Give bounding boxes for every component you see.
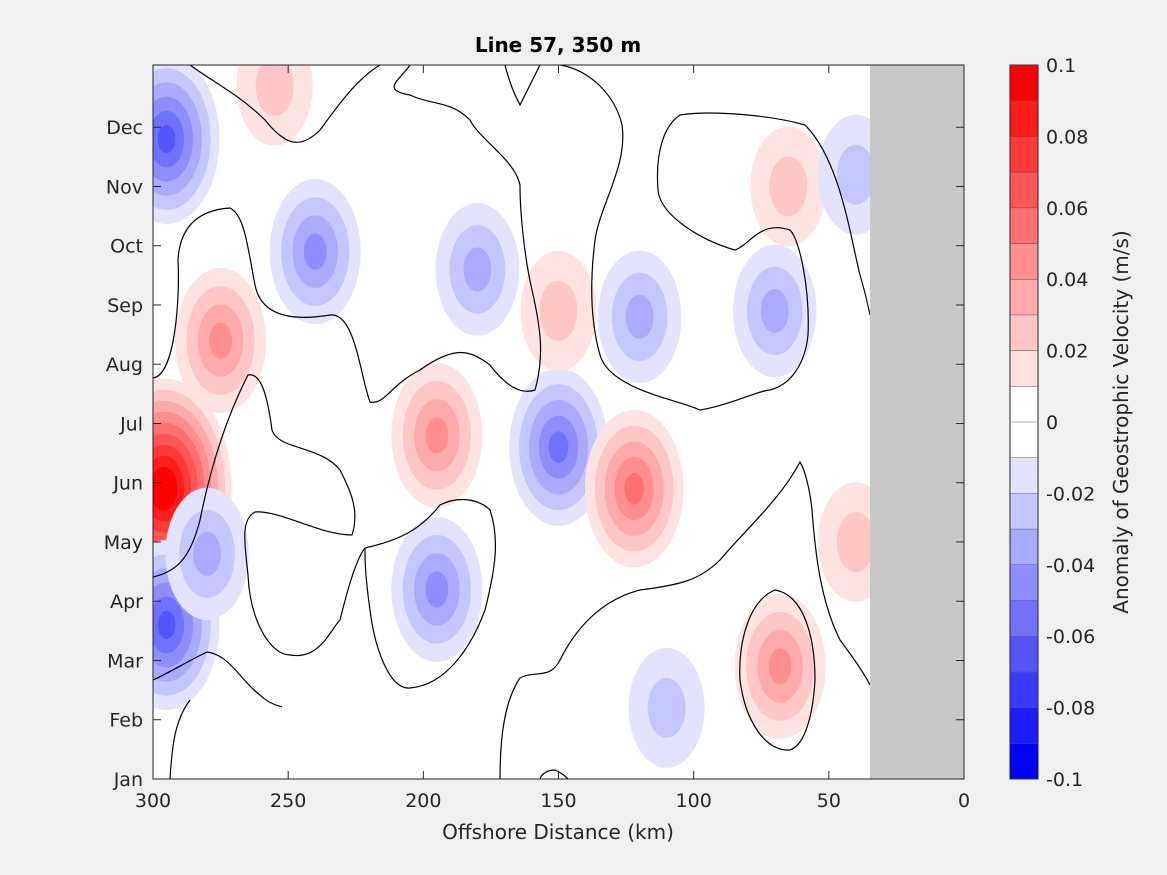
y-tick-label: Dec bbox=[106, 117, 143, 139]
y-tick-label: May bbox=[104, 532, 143, 554]
colorbar-segment bbox=[1010, 707, 1038, 744]
colorbar-segment bbox=[1010, 493, 1038, 530]
y-tick-label: Mar bbox=[107, 650, 143, 672]
zero-contour bbox=[559, 65, 870, 411]
zero-contour bbox=[153, 374, 497, 689]
x-tick-label: 250 bbox=[270, 790, 306, 812]
zero-contour bbox=[169, 699, 191, 779]
zero-contours bbox=[153, 65, 870, 779]
contour-fill bbox=[769, 156, 808, 217]
colorbar-tick-label: 0.06 bbox=[1046, 198, 1088, 220]
x-tick-label: 200 bbox=[405, 790, 441, 812]
colorbar-segment bbox=[1010, 564, 1038, 601]
colorbar-segment bbox=[1010, 243, 1038, 280]
y-tick-label: Jan bbox=[113, 769, 143, 791]
colorbar-tick-label: -0.08 bbox=[1046, 698, 1095, 720]
colorbar-tick-label: 0.02 bbox=[1046, 341, 1088, 363]
colorbar-segment bbox=[1010, 457, 1038, 494]
y-tick-label: Jul bbox=[119, 413, 143, 435]
colorbar-segment bbox=[1010, 600, 1038, 637]
zero-contour bbox=[499, 460, 870, 779]
colorbar-segment bbox=[1010, 422, 1038, 459]
colorbar-segment bbox=[1010, 529, 1038, 566]
zero-contour bbox=[153, 651, 283, 708]
contour-fill bbox=[625, 294, 654, 339]
colorbar-segment bbox=[1010, 743, 1038, 780]
colorbar-segment bbox=[1010, 136, 1038, 173]
y-tick-label: Nov bbox=[106, 176, 143, 198]
x-axis-label: Offshore Distance (km) bbox=[442, 820, 674, 844]
contour-fill bbox=[157, 124, 176, 154]
x-tick-label: 300 bbox=[135, 790, 171, 812]
zero-contour bbox=[153, 65, 542, 403]
x-tick-label: 100 bbox=[676, 790, 712, 812]
contour-fill bbox=[539, 280, 578, 341]
colorbar-tick-label: 0 bbox=[1046, 412, 1058, 434]
colorbar-tick-label: 0.08 bbox=[1046, 126, 1088, 148]
contour-fill bbox=[768, 648, 792, 685]
contour-fill bbox=[157, 610, 176, 640]
contour-fill bbox=[548, 431, 569, 463]
colorbar-segment bbox=[1010, 279, 1038, 316]
contour-fill bbox=[624, 472, 645, 505]
y-tick-label: Aug bbox=[106, 354, 143, 376]
x-tick-label: 50 bbox=[817, 790, 841, 812]
colorbar-segment bbox=[1010, 100, 1038, 137]
no-data-region bbox=[870, 65, 964, 779]
contour-fill bbox=[157, 477, 171, 500]
zero-contour bbox=[739, 589, 816, 751]
y-tick-label: Sep bbox=[107, 295, 143, 317]
contour-fill bbox=[255, 65, 294, 116]
x-tick-label: 0 bbox=[958, 790, 970, 812]
colorbar-segment bbox=[1010, 207, 1038, 244]
contour-fill bbox=[760, 288, 789, 333]
colorbar-segment bbox=[1010, 172, 1038, 209]
contour-fill bbox=[463, 247, 492, 292]
chart-title: Line 57, 350 m bbox=[475, 33, 641, 57]
contour-fill bbox=[303, 233, 327, 270]
colorbar-tick-label: 0.04 bbox=[1046, 269, 1088, 291]
contour-fill bbox=[836, 144, 870, 205]
colorbar-segment bbox=[1010, 65, 1038, 102]
colorbar-tick-label: 0.1 bbox=[1046, 55, 1076, 77]
y-tick-label: Jun bbox=[112, 473, 143, 495]
x-axis: 300 250 200 150 100 50 0 bbox=[135, 65, 970, 812]
colorbar-segment bbox=[1010, 386, 1038, 423]
zero-contour bbox=[539, 769, 569, 779]
colorbar-segment bbox=[1010, 636, 1038, 673]
colorbar-segment bbox=[1010, 314, 1038, 352]
colorbar-tick-label: -0.1 bbox=[1046, 769, 1083, 791]
x-tick-label: 150 bbox=[540, 790, 576, 812]
velocity-field bbox=[153, 65, 870, 768]
y-axis: Jan Feb Mar Apr May Jun Jul Aug Sep Oct Nov Dec bbox=[104, 117, 964, 791]
zero-contour bbox=[189, 65, 381, 143]
colorbar-tick-label: -0.06 bbox=[1046, 626, 1095, 648]
contour-fill bbox=[193, 531, 221, 576]
contour-fill bbox=[836, 511, 870, 572]
zero-contour bbox=[504, 65, 541, 107]
colorbar-tick-label: -0.02 bbox=[1046, 483, 1095, 505]
y-tick-label: Feb bbox=[109, 710, 143, 732]
contour-fill bbox=[425, 571, 449, 608]
colorbar: 0.1 0.08 0.06 0.04 0.02 0 -0.02 -0.04 -0.06 -0.08… bbox=[1009, 55, 1095, 791]
colorbar-label: Anomaly of Geostrophic Velocity (m/s) bbox=[1109, 230, 1133, 613]
y-tick-label: Oct bbox=[110, 236, 143, 258]
colorbar-segment bbox=[1010, 671, 1038, 709]
y-tick-label: Apr bbox=[110, 591, 143, 613]
contour-fill bbox=[647, 677, 686, 738]
contour-fill bbox=[425, 417, 449, 454]
colorbar-segment bbox=[1010, 350, 1038, 387]
colorbar-tick-label: -0.04 bbox=[1046, 555, 1095, 577]
contour-fill bbox=[209, 322, 232, 359]
